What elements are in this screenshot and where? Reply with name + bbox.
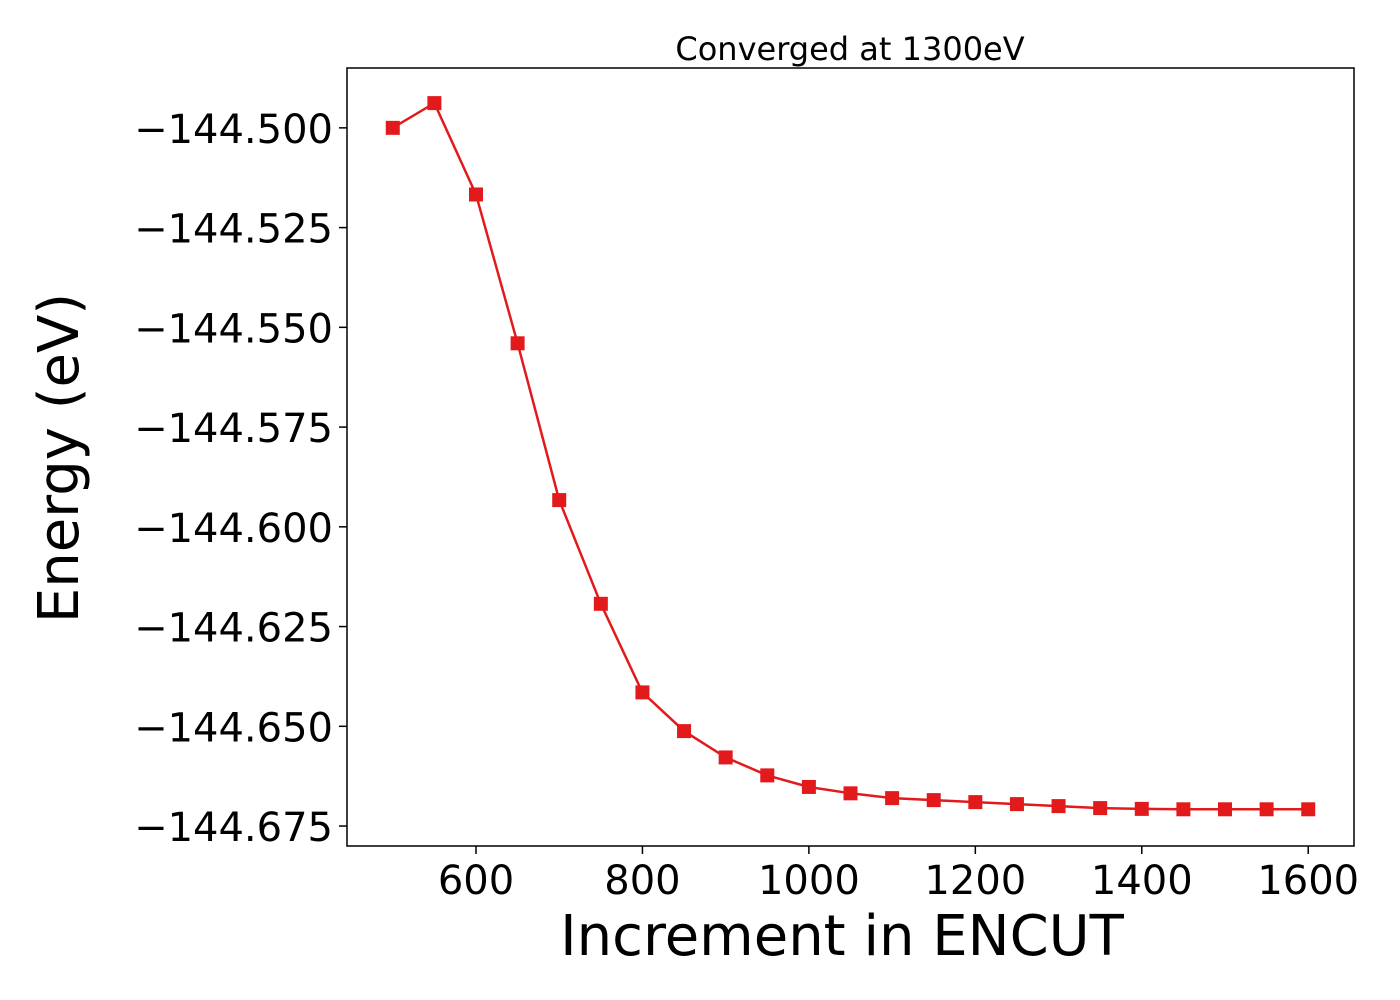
- data-point-marker: [801, 779, 816, 794]
- data-point-marker: [968, 795, 983, 810]
- data-point-marker: [843, 786, 858, 801]
- data-point-marker: [1009, 797, 1024, 812]
- y-tick-label: −144.550: [134, 306, 333, 352]
- data-point-marker: [593, 596, 608, 611]
- data-point-marker: [1134, 801, 1149, 816]
- x-tick-label: 1000: [758, 858, 860, 904]
- x-axis-label: Increment in ENCUT: [560, 904, 1125, 969]
- x-tick-label: 1400: [1091, 858, 1193, 904]
- data-point-marker: [885, 791, 900, 806]
- y-tick-label: −144.675: [134, 805, 333, 851]
- data-point-marker: [677, 724, 692, 739]
- data-point-marker: [510, 336, 525, 351]
- x-axis: 600 800 1000 1200 1400 1600: [438, 846, 1359, 904]
- plot-area-frame: [346, 67, 1355, 847]
- y-tick-label: −144.625: [134, 606, 333, 652]
- x-tick-label: 800: [604, 858, 680, 904]
- data-point-marker: [1093, 801, 1108, 816]
- series-energy: [385, 96, 1316, 817]
- data-point-marker: [1176, 802, 1191, 817]
- data-point-marker: [1218, 802, 1233, 817]
- series-line: [392, 101, 1309, 811]
- data-point-marker: [385, 120, 400, 135]
- y-tick-label: −144.600: [134, 506, 333, 552]
- x-tick-label: 600: [438, 858, 514, 904]
- data-point-marker: [468, 187, 483, 202]
- data-point-marker: [427, 96, 442, 111]
- y-axis: −144.500 −144.525 −144.550 −144.575 −144.600…: [134, 107, 347, 851]
- data-point-marker: [1051, 799, 1066, 814]
- y-tick-label: −144.500: [134, 107, 333, 153]
- y-axis-label: Energy (eV): [27, 293, 92, 623]
- x-tick-label: 1200: [924, 858, 1026, 904]
- x-tick-label: 1600: [1257, 858, 1359, 904]
- y-tick-label: −144.525: [134, 207, 333, 253]
- y-tick-label: −144.650: [134, 705, 333, 751]
- data-point-marker: [926, 793, 941, 808]
- y-tick-label: −144.575: [134, 406, 333, 452]
- chart-title: Converged at 1300eV: [675, 30, 1024, 68]
- data-point-marker: [1259, 802, 1274, 817]
- data-point-marker: [1301, 802, 1316, 817]
- data-point-marker: [760, 768, 775, 783]
- data-point-marker: [635, 685, 650, 700]
- data-point-marker: [718, 750, 733, 765]
- data-point-marker: [552, 493, 567, 508]
